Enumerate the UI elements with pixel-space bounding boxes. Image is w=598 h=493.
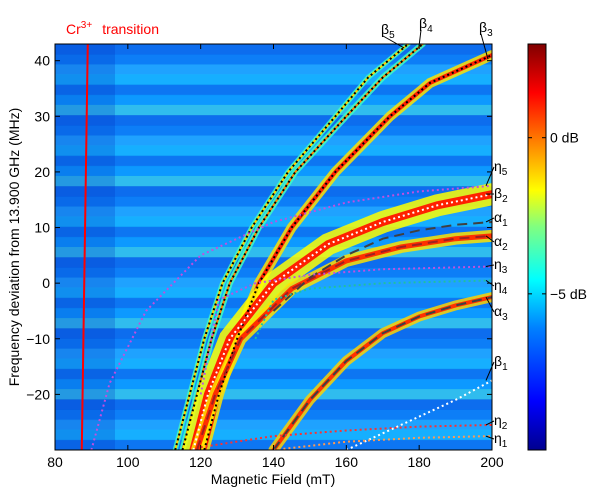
series-line [273, 435, 492, 450]
colorbar: 0 dB −5 dB [527, 43, 587, 451]
label-leader [418, 29, 422, 49]
y-tick-label: 40 [34, 53, 50, 69]
label-leader [485, 279, 495, 287]
heatmap-band [55, 216, 492, 228]
heatmap-band [55, 419, 492, 431]
heatmap-band [55, 318, 492, 329]
x-tick-label: 180 [407, 454, 431, 470]
y-tick-label: 0 [42, 275, 50, 291]
heatmap-band [55, 378, 492, 390]
series-line [200, 424, 492, 449]
series-line [345, 379, 492, 450]
heatmap-band [55, 74, 492, 86]
heatmap-band [55, 165, 492, 177]
curve-label: β4 [419, 15, 433, 35]
y-axis-label: Frequency deviation from 13.900 GHz (MHz… [6, 108, 22, 387]
curve-label: η4 [494, 277, 508, 297]
x-tick-label: 140 [262, 454, 286, 470]
heatmap-band [55, 135, 492, 146]
heatmap-band [55, 389, 492, 400]
y-tick-label: −10 [26, 331, 50, 347]
model-curves [90, 44, 492, 450]
colorbar-tick-label: 0 dB [550, 130, 579, 146]
heatmap-band [55, 115, 492, 126]
cr-transition: Cr3+ transition [66, 20, 159, 451]
heatmap-band [55, 409, 492, 421]
x-axis-label: Magnetic Field (mT) [211, 471, 335, 487]
curve-label: α3 [494, 303, 508, 323]
y-tick-label: 20 [34, 164, 50, 180]
curve-label: β5 [381, 21, 395, 41]
heatmap-band [55, 358, 492, 370]
y-tick-label: −20 [26, 386, 50, 402]
heatmap-band [55, 348, 492, 360]
x-axis: 80 100 120 140 160 180 200 [47, 44, 504, 470]
series-line [181, 44, 424, 450]
colorbar-tick-label: −5 dB [550, 286, 587, 302]
series-line [90, 184, 492, 450]
x-tick-label: 100 [116, 454, 140, 470]
label-leader [480, 33, 489, 60]
curve-label: η2 [494, 412, 508, 432]
x-tick-label: 200 [480, 454, 504, 470]
heatmap-band [55, 145, 492, 157]
heatmap-band [55, 64, 492, 75]
label-leader [485, 264, 495, 267]
series-line [272, 296, 492, 450]
series-line [203, 54, 492, 450]
series-line [192, 193, 492, 450]
curve-label: η5 [494, 158, 508, 178]
label-leader [485, 235, 495, 243]
series-line [199, 265, 492, 395]
heatmap-band [55, 125, 492, 136]
label-leader [382, 35, 405, 49]
heatmap-band [55, 399, 492, 410]
heatmap-band [55, 368, 492, 380]
heatmap-band [55, 236, 492, 248]
curve-label: α1 [494, 209, 508, 229]
label-leader [485, 217, 495, 223]
series-line [272, 221, 492, 312]
curve-label: η1 [494, 430, 508, 450]
x-tick-label: 160 [335, 454, 359, 470]
x-tick-label: 80 [47, 454, 63, 470]
heatmap-band [55, 44, 492, 55]
y-axis: −20 −10 0 10 20 30 40 [26, 53, 492, 402]
curve-label: α2 [494, 233, 508, 253]
cr-transition-line [80, 43, 89, 451]
heatmap-band [55, 338, 492, 349]
heatmap-band [55, 429, 492, 441]
curve-label: β2 [494, 185, 508, 205]
colorbar-gradient [527, 43, 547, 451]
heatmap-band [55, 94, 492, 106]
heatmap-band [55, 206, 492, 218]
series-line [196, 234, 492, 450]
label-leader [485, 296, 495, 313]
curve-label: β1 [494, 353, 508, 373]
x-tick-label: 120 [189, 454, 213, 470]
series-line [174, 44, 409, 450]
label-leader [485, 435, 495, 440]
heatmap-band [55, 104, 492, 116]
curve-label: η3 [494, 256, 508, 276]
heatmap-band [55, 155, 492, 167]
heatmap-band [55, 54, 492, 65]
heatmap-band [55, 328, 492, 339]
heatmap-band [55, 84, 492, 96]
y-tick-label: 30 [34, 108, 50, 124]
heatmap-band [55, 175, 492, 187]
series-line [254, 279, 492, 340]
heatmap-band [55, 226, 492, 238]
cr-transition-label: Cr3+ transition [66, 20, 159, 37]
curve-label: β3 [479, 19, 493, 39]
label-leader [485, 420, 495, 426]
heatmap-area [55, 44, 492, 450]
y-tick-label: 10 [34, 220, 50, 236]
label-leader [485, 166, 495, 187]
label-leader [485, 361, 495, 381]
